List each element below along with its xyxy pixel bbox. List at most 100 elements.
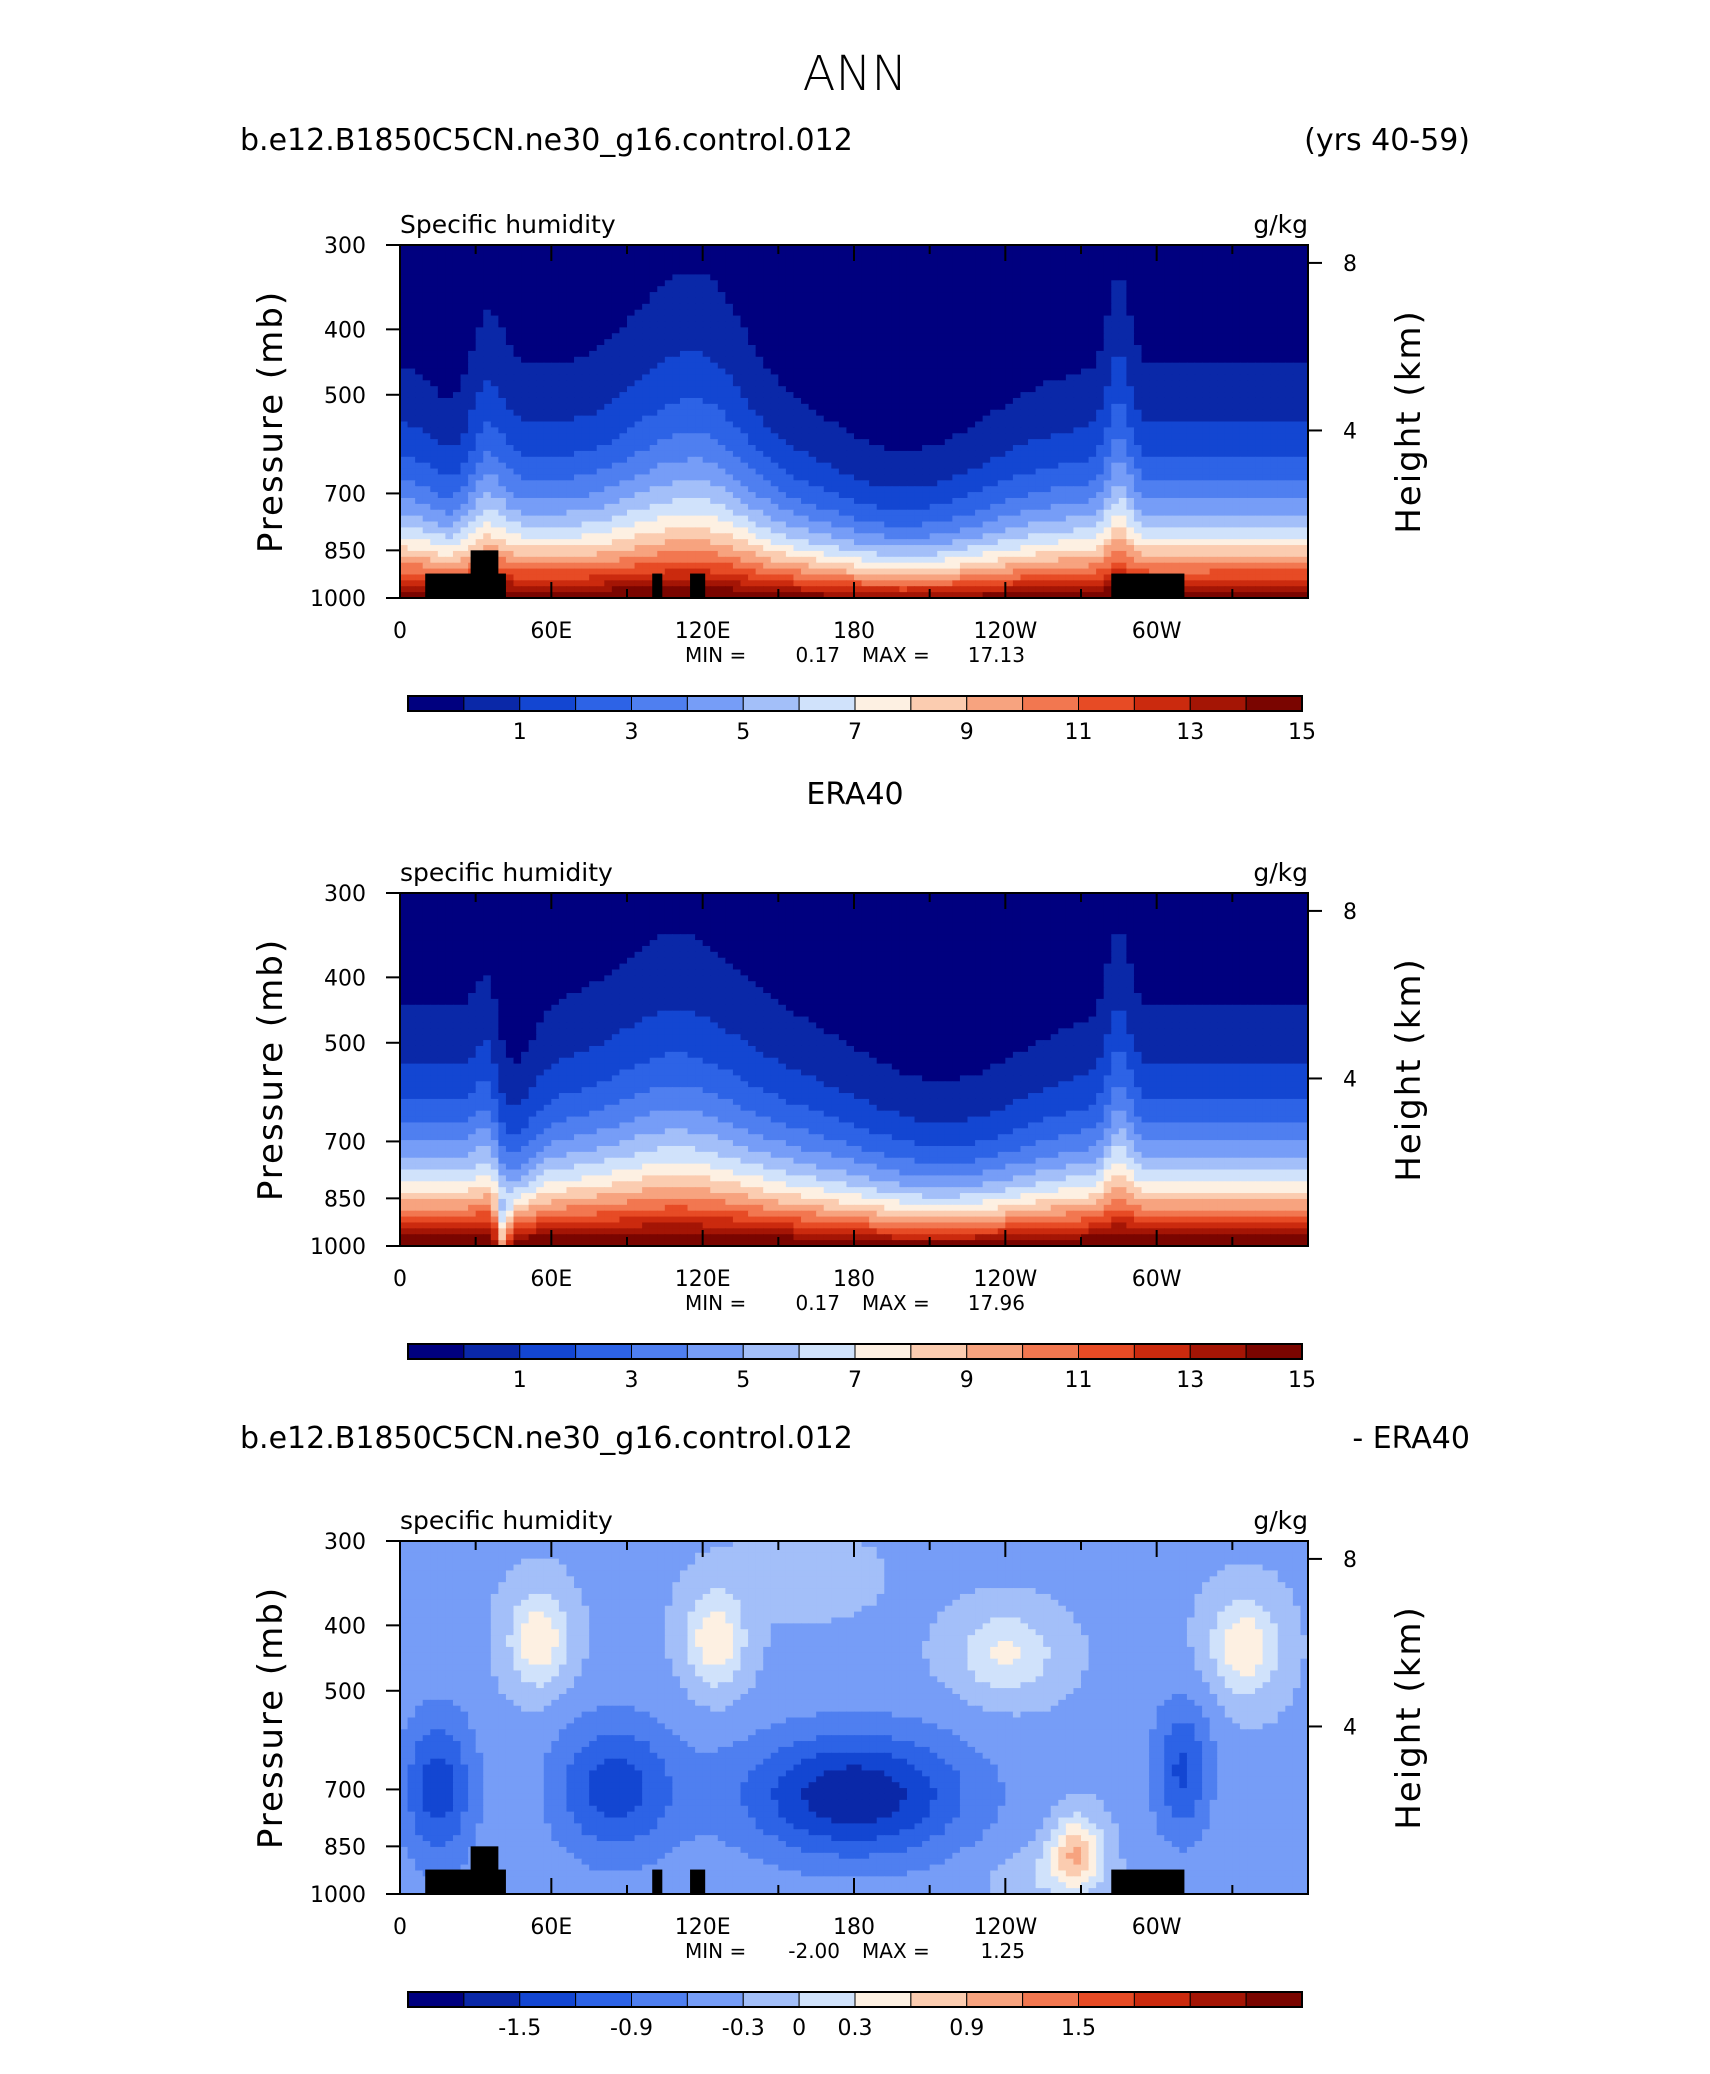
stat-min-value: 0.17 (795, 643, 840, 667)
y-axis-label: Pressure (mb) (251, 938, 291, 1201)
colorbar-label: 11 (1065, 1368, 1093, 1393)
x-tick-label: 60E (530, 1267, 572, 1292)
colorbar-label: 15 (1288, 1368, 1316, 1393)
colorbar-label: 13 (1176, 720, 1204, 745)
stat-max-label: MAX = (862, 1291, 930, 1315)
x-tick-label: 180 (833, 619, 875, 644)
stat-max-value: 17.13 (968, 643, 1025, 667)
y2-axis-label: Height (km) (1389, 1605, 1429, 1830)
x-tick-label: 120E (675, 1915, 731, 1940)
colorbar-label: 0.9 (949, 2016, 984, 2041)
panel-header-center: ERA40 (806, 777, 903, 812)
panel-header-case: b.e12.B1850C5CN.ne30_g16.control.012 (240, 123, 853, 158)
panel-units-label: g/kg (1253, 858, 1308, 887)
stat-max-value: 17.96 (968, 1291, 1025, 1315)
y-tick-label: 400 (324, 966, 366, 991)
y-tick-label: 700 (324, 1778, 366, 1803)
x-tick-label: 60E (530, 1915, 572, 1940)
panel-2: ERA40 specific humidity g/kg 0 60E 120E 180 120… (251, 777, 1429, 1393)
y-tick-label: 300 (324, 1530, 366, 1555)
y-tick-label: 500 (324, 1032, 366, 1057)
topography-mask (425, 1846, 1185, 1894)
y2-axis-label: Height (km) (1389, 957, 1429, 1182)
panel-units-label: g/kg (1253, 1506, 1308, 1535)
stat-min-label: MIN = (685, 1291, 746, 1315)
x-tick-label: 0 (393, 619, 407, 644)
y-tick-label: 850 (324, 1835, 366, 1860)
stat-min-label: MIN = (685, 643, 746, 667)
y-tick-label: 1000 (310, 587, 366, 612)
colorbar-label: 1 (513, 720, 527, 745)
y-tick-label: 500 (324, 1680, 366, 1705)
y-tick-label: 1000 (310, 1235, 366, 1260)
y-axis-label: Pressure (mb) (251, 290, 291, 553)
colorbar-label: 7 (848, 720, 862, 745)
panel-variable-label: Specific humidity (400, 210, 616, 239)
x-tick-label: 180 (833, 1915, 875, 1940)
colorbar-label: 0 (792, 2016, 806, 2041)
y-tick-label: 500 (324, 384, 366, 409)
figure-title: ANN (803, 46, 908, 102)
panel-header-right: (yrs 40-59) (1304, 123, 1470, 158)
colorbar-label: 0.3 (838, 2016, 873, 2041)
y2-tick-label: 4 (1343, 1715, 1357, 1740)
colorbar-label: 3 (625, 720, 639, 745)
x-tick-label: 120W (973, 1915, 1037, 1940)
panel-variable-label: specific humidity (400, 1506, 613, 1535)
panel-3: b.e12.B1850C5CN.ne30_g16.control.012 - ER… (240, 1421, 1470, 2041)
x-tick-label: 120E (675, 619, 731, 644)
y-tick-label: 300 (324, 234, 366, 259)
colorbar: 1 3 5 7 9 11 13 15 (407, 1343, 1316, 1393)
stat-min-label: MIN = (685, 1939, 746, 1963)
y-tick-label: 300 (324, 882, 366, 907)
colorbar-label: 1.5 (1061, 2016, 1096, 2041)
y2-axis-label: Height (km) (1389, 309, 1429, 534)
panel-1: b.e12.B1850C5CN.ne30_g16.control.012 (yrs… (240, 123, 1470, 745)
y-tick-label: 700 (324, 1130, 366, 1155)
colorbar-label: 11 (1065, 720, 1093, 745)
panel-units-label: g/kg (1253, 210, 1308, 239)
colorbar-label: 3 (625, 1368, 639, 1393)
stat-max-label: MAX = (862, 643, 930, 667)
y2-tick-label: 8 (1343, 1548, 1357, 1573)
contour-field (400, 1541, 1309, 1895)
colorbar: 1 3 5 7 9 11 13 15 (407, 695, 1316, 745)
y-tick-label: 850 (324, 539, 366, 564)
y-tick-label: 400 (324, 318, 366, 343)
contour-field (400, 893, 1309, 1247)
y-tick-label: 700 (324, 482, 366, 507)
stat-max-label: MAX = (862, 1939, 930, 1963)
y2-tick-label: 4 (1343, 1067, 1357, 1092)
colorbar-label: 7 (848, 1368, 862, 1393)
stat-min-value: 0.17 (795, 1291, 840, 1315)
colorbar-label: -0.9 (610, 2016, 653, 2041)
panel-variable-label: specific humidity (400, 858, 613, 887)
x-tick-label: 0 (393, 1267, 407, 1292)
colorbar-label: 13 (1176, 1368, 1204, 1393)
topography-mask (425, 550, 1185, 598)
colorbar-label: 15 (1288, 720, 1316, 745)
panel-header-right: - ERA40 (1352, 1421, 1470, 1456)
x-tick-label: 180 (833, 1267, 875, 1292)
x-tick-label: 120W (973, 619, 1037, 644)
x-tick-label: 60W (1132, 1267, 1182, 1292)
y2-tick-label: 8 (1343, 252, 1357, 277)
colorbar-label: -1.5 (498, 2016, 541, 2041)
x-tick-label: 60W (1132, 619, 1182, 644)
panel-header-case: b.e12.B1850C5CN.ne30_g16.control.012 (240, 1421, 853, 1456)
colorbar-label: 5 (736, 720, 750, 745)
y2-tick-label: 4 (1343, 419, 1357, 444)
stat-max-value: 1.25 (980, 1939, 1025, 1963)
colorbar-label: 5 (736, 1368, 750, 1393)
y-tick-label: 850 (324, 1187, 366, 1212)
y-tick-label: 400 (324, 1614, 366, 1639)
x-tick-label: 0 (393, 1915, 407, 1940)
colorbar-label: -0.3 (722, 2016, 765, 2041)
y-tick-label: 1000 (310, 1883, 366, 1908)
stat-min-value: -2.00 (788, 1939, 840, 1963)
x-tick-label: 60E (530, 619, 572, 644)
x-tick-label: 120W (973, 1267, 1037, 1292)
colorbar: -1.5 -0.9 -0.3 0 0.3 0.9 1.5 (407, 1991, 1303, 2041)
x-tick-label: 60W (1132, 1915, 1182, 1940)
